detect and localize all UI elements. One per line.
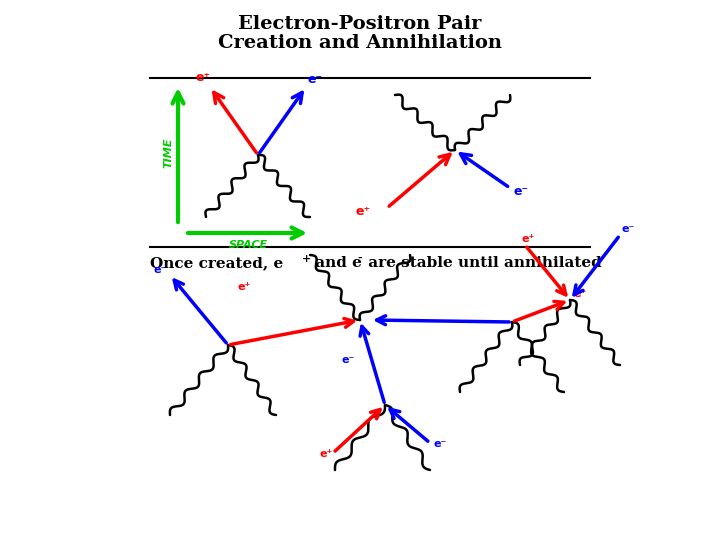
Text: Once created, e: Once created, e: [150, 256, 283, 270]
Text: e⁻: e⁻: [622, 224, 635, 234]
Text: e⁻: e⁻: [153, 265, 166, 275]
Text: e⁺: e⁺: [355, 205, 370, 218]
Text: TIME: TIME: [163, 138, 173, 168]
Text: Creation and Annihilation: Creation and Annihilation: [218, 34, 502, 52]
Text: and e: and e: [310, 256, 362, 270]
Text: SPACE: SPACE: [228, 240, 268, 250]
Text: e⁺: e⁺: [196, 71, 211, 84]
Text: e⁻: e⁻: [513, 185, 528, 198]
Text: e⁺: e⁺: [320, 449, 333, 459]
Text: e⁺: e⁺: [573, 289, 586, 299]
Text: are stable until annihilated: are stable until annihilated: [363, 256, 602, 270]
Text: Electron-Positron Pair: Electron-Positron Pair: [238, 15, 482, 33]
Text: e⁺: e⁺: [238, 282, 251, 292]
Text: e⁻: e⁻: [342, 355, 356, 365]
Text: e⁺: e⁺: [522, 234, 536, 244]
Text: e⁻: e⁻: [433, 439, 446, 449]
Text: +: +: [302, 253, 311, 264]
Text: -: -: [357, 253, 361, 264]
Text: e⁻: e⁻: [308, 73, 323, 86]
